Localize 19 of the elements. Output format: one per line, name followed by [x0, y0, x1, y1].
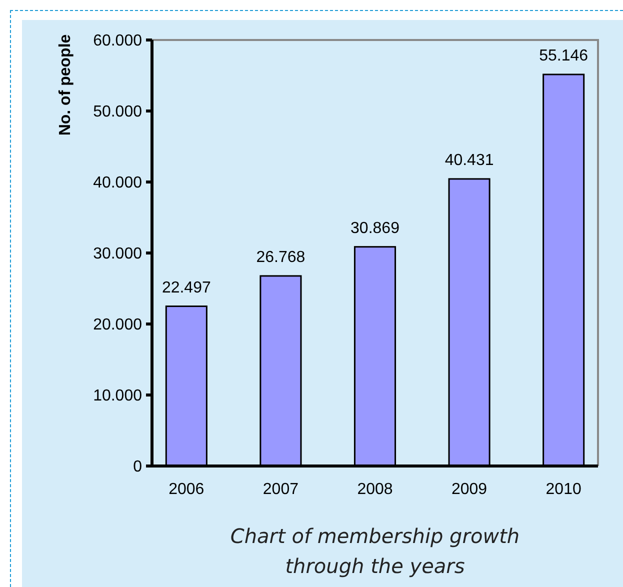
x-tick-label: 2010 — [546, 481, 582, 498]
y-tick-label: 10.000 — [93, 388, 142, 405]
y-tick-label: 30.000 — [93, 246, 142, 263]
x-tick-label: 2009 — [451, 481, 488, 498]
y-tick-label: 60.000 — [93, 32, 142, 50]
text: Chart of membership growth through the years — [230, 524, 520, 578]
y-axis-title: No. of people — [57, 34, 74, 136]
x-tick-label: 2006 — [168, 481, 204, 498]
y-tick-label: 40.000 — [93, 174, 142, 192]
data-label: 55.146 — [539, 47, 588, 64]
data-label: 40.431 — [444, 152, 494, 169]
x-tick-label: 2007 — [262, 481, 299, 498]
data-label: 30.869 — [350, 220, 400, 237]
data-label: 26.768 — [256, 248, 306, 266]
y-tick-label: 20.000 — [93, 316, 142, 334]
y-tick-label: 50.000 — [93, 104, 142, 121]
x-tick-label: 2008 — [357, 481, 393, 498]
data-label: 22.497 — [162, 279, 211, 296]
y-tick-label: 0 — [133, 458, 142, 476]
